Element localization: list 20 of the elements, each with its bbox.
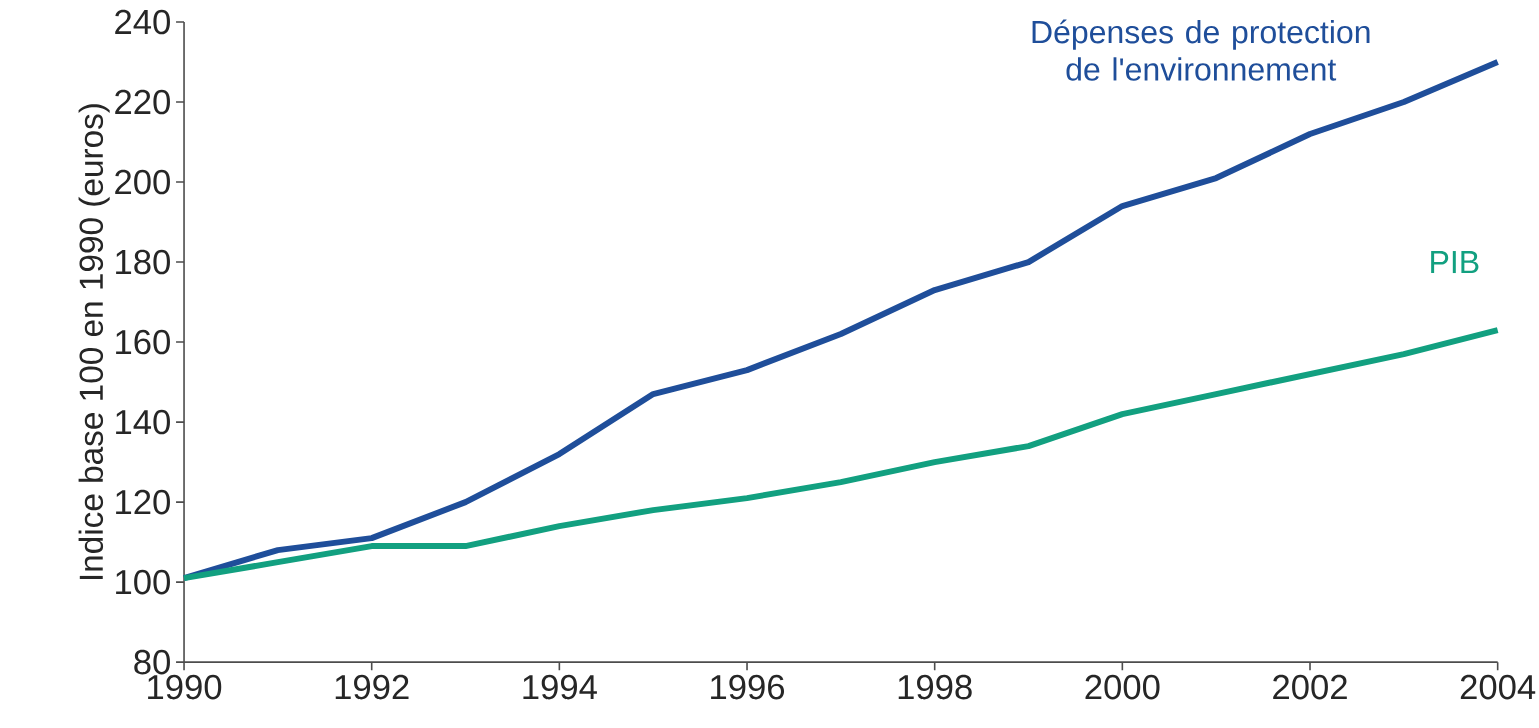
y-tick-label: 100: [116, 569, 170, 595]
y-tick-label: 80: [134, 649, 170, 675]
x-tick-label: 2000: [1085, 674, 1160, 700]
y-tick-label: 240: [115, 9, 170, 35]
x-tick-label: 1990: [148, 674, 222, 700]
y-tick-label: 120: [116, 489, 170, 515]
series-label: Dépenses de protection de l'environnement: [1032, 19, 1370, 81]
y-tick-label: 160: [116, 329, 170, 355]
x-tick-label: 2002: [1273, 674, 1347, 700]
series-label: PIB: [1431, 250, 1479, 273]
x-tick-label: 1992: [335, 674, 409, 700]
x-tick-label: 1998: [898, 674, 972, 700]
x-tick-label: 1994: [523, 674, 597, 700]
y-tick-label: 200: [115, 169, 170, 195]
y-tick-label: 220: [115, 89, 170, 115]
x-tick-label: 1996: [711, 674, 785, 700]
y-tick-label: 140: [116, 409, 170, 435]
y-axis-title: Indice base 100 en 1990 (euros): [78, 104, 110, 579]
x-tick-label: 2004: [1460, 674, 1536, 700]
y-tick-label: 180: [116, 249, 170, 275]
